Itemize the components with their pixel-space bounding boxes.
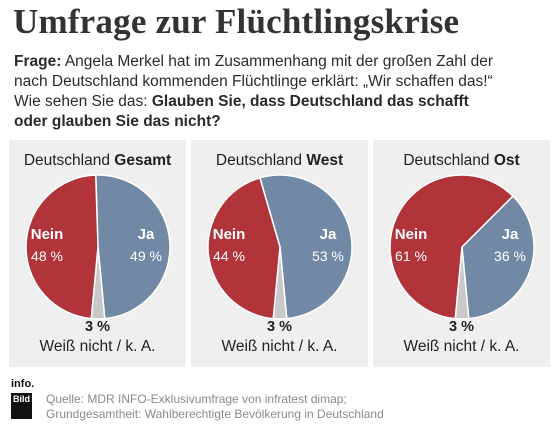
panel-title-bold: Ost: [493, 152, 520, 169]
slice-label-nein: Nein: [213, 226, 246, 243]
pie-slice-ja: [258, 174, 353, 320]
panel-title: Deutschland Ost: [373, 152, 550, 170]
panel-title-plain: Deutschland: [23, 152, 115, 169]
question-line-1: Frage: Angela Merkel hat im Zusammenhang…: [14, 52, 550, 72]
slice-value-nein: 61 %: [395, 248, 427, 264]
question-line-2: nach Deutschland kommenden Flüchtlinge e…: [14, 73, 493, 90]
panel-title: Deutschland Gesamt: [9, 152, 186, 170]
panel-ost: Deutschland Ost Nein 61 % Ja 36 % 3 % Weiß …: [373, 140, 550, 367]
panel-west: Deutschland West Nein 44 % Ja 53 % 3 % Weiß…: [191, 140, 368, 367]
ka-label: Weiß nicht / k. A.: [403, 338, 520, 355]
slice-value-nein: 48 %: [31, 248, 63, 264]
slice-label-ja: Ja: [502, 226, 519, 243]
logo-info-text: info.: [11, 378, 35, 390]
slice-value-ja: 53 %: [312, 248, 344, 264]
chart-title: Umfrage zur Flüchtlingskrise: [13, 2, 460, 41]
slice-label-nein: Nein: [395, 226, 428, 243]
source-line-2: Grundgesamtheit: Wahlberechtigte Bevölke…: [46, 407, 384, 421]
pie-slice-ja: [94, 174, 171, 320]
question-line-4-bold: oder glauben Sie das nicht?: [14, 113, 221, 130]
survey-question: Frage: Angela Merkel hat im Zusammenhang…: [14, 52, 550, 132]
panel-title-plain: Deutschland: [403, 152, 494, 169]
ka-value: 3 %: [267, 319, 292, 335]
slice-value-nein: 44 %: [213, 248, 245, 264]
panel-title-plain: Deutschland: [215, 152, 307, 169]
slice-label-ja: Ja: [138, 226, 155, 243]
question-line-3-plain: Wie sehen Sie das:: [14, 93, 152, 110]
slice-value-ja: 49 %: [130, 248, 162, 264]
panel-title-bold: West: [306, 152, 344, 169]
pie-slice-nein: [25, 174, 99, 320]
logo-bild-text: Bild: [13, 394, 30, 404]
source-note: Quelle: MDR INFO-Exklusivumfrage von inf…: [46, 392, 384, 422]
pie-slice-nein: [207, 176, 281, 320]
source-line-1: Quelle: MDR INFO-Exklusivumfrage von inf…: [46, 392, 347, 406]
logo-bild-block: Bild: [11, 393, 32, 419]
question-line-3-bold: Glauben Sie, dass Deutschland das schaff…: [151, 93, 469, 110]
pie-slice-ja: [461, 195, 535, 320]
question-line-1-text: Angela Merkel hat im Zusammenhang mit de…: [61, 53, 493, 70]
ka-label: Weiß nicht / k. A.: [39, 338, 156, 355]
info-bild-logo: info. Bild: [11, 378, 35, 420]
question-line-3: Wie sehen Sie das: Glauben Sie, dass Deu…: [14, 92, 550, 112]
question-line-4: oder glauben Sie das nicht?: [14, 112, 550, 132]
slice-label-ja: Ja: [320, 226, 337, 243]
slice-value-ja: 36 %: [494, 248, 526, 264]
pie-chart: Nein 48 % Ja 49 %: [25, 174, 171, 320]
ka-label: Weiß nicht / k. A.: [221, 338, 338, 355]
slice-label-nein: Nein: [31, 226, 64, 243]
ka-value: 3 %: [449, 319, 474, 335]
panel-title: Deutschland West: [191, 152, 368, 170]
pie-chart: Nein 44 % Ja 53 %: [207, 174, 353, 320]
panel-title-bold: Gesamt: [114, 152, 172, 169]
pie-slice-nein: [389, 174, 514, 320]
pie-chart: Nein 61 % Ja 36 %: [389, 174, 535, 320]
panel-gesamt: Deutschland Gesamt Nein 48 % Ja 49 % 3 % We…: [9, 140, 186, 367]
question-prefix: Frage:: [14, 53, 62, 70]
ka-value: 3 %: [85, 319, 110, 335]
